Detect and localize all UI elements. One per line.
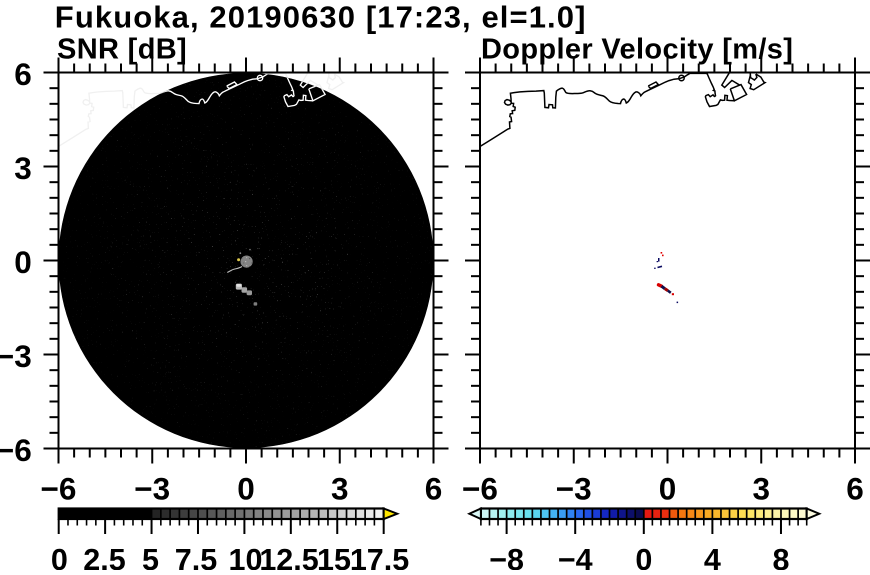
svg-text:−6: −6 <box>41 471 77 507</box>
svg-text:2.5: 2.5 <box>83 543 125 570</box>
svg-text:−8: −8 <box>489 543 524 570</box>
svg-text:0: 0 <box>635 543 652 570</box>
svg-text:0: 0 <box>237 471 255 507</box>
svg-text:3: 3 <box>14 150 32 186</box>
svg-text:−3: −3 <box>134 471 170 507</box>
svg-text:6: 6 <box>14 56 32 92</box>
svg-text:6: 6 <box>425 471 443 507</box>
svg-text:12.5: 12.5 <box>259 543 318 570</box>
svg-text:−6: −6 <box>0 432 32 468</box>
svg-text:4: 4 <box>704 543 721 570</box>
svg-text:10: 10 <box>229 543 263 570</box>
svg-text:−6: −6 <box>462 471 498 507</box>
svg-text:0: 0 <box>659 471 677 507</box>
svg-text:3: 3 <box>331 471 349 507</box>
svg-text:−3: −3 <box>556 471 592 507</box>
svg-text:0: 0 <box>51 543 68 570</box>
svg-text:17.5: 17.5 <box>350 543 409 570</box>
svg-text:3: 3 <box>752 471 770 507</box>
svg-text:5: 5 <box>142 543 159 570</box>
svg-text:8: 8 <box>772 543 789 570</box>
svg-text:−3: −3 <box>0 338 32 374</box>
svg-text:7.5: 7.5 <box>175 543 217 570</box>
svg-text:−4: −4 <box>558 543 593 570</box>
svg-text:15: 15 <box>317 543 351 570</box>
svg-text:6: 6 <box>846 471 864 507</box>
svg-text:0: 0 <box>14 244 32 280</box>
svg-text:Doppler Velocity [m/s]: Doppler Velocity [m/s] <box>481 33 793 65</box>
svg-text:Fukuoka, 20190630 [17:23, el=1: Fukuoka, 20190630 [17:23, el=1.0] <box>55 0 587 34</box>
svg-text:SNR [dB]: SNR [dB] <box>57 33 187 65</box>
